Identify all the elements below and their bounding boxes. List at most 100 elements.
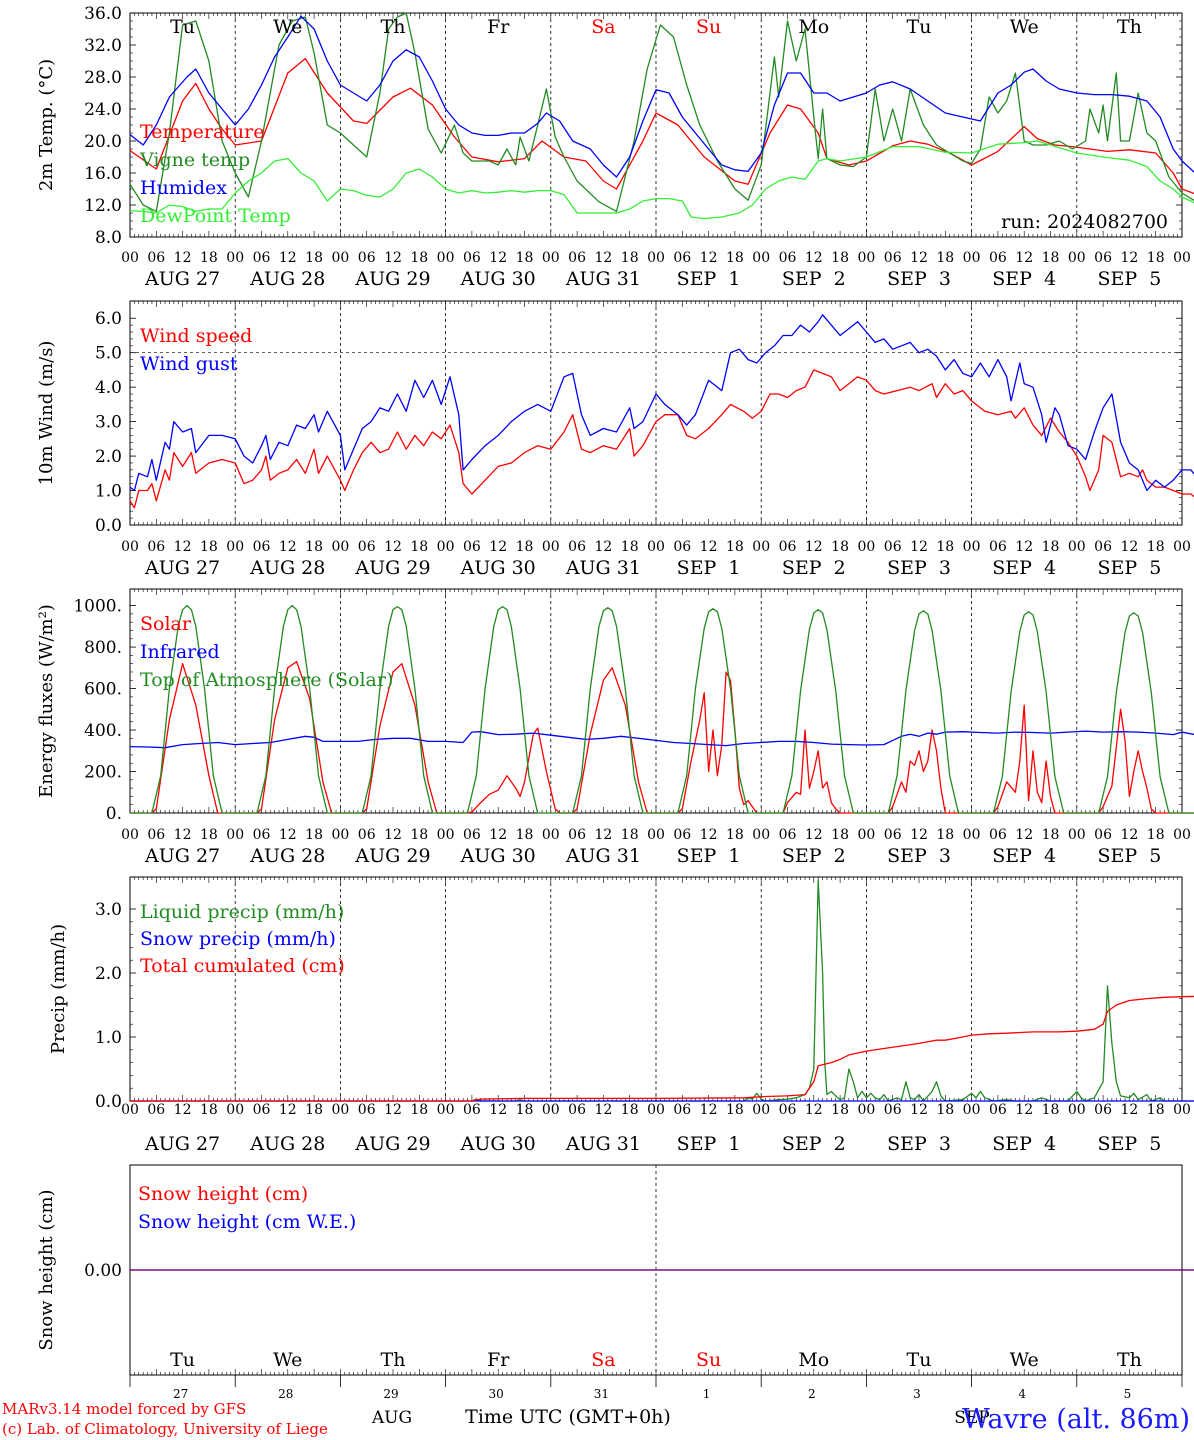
hour-tick-label: 12	[910, 250, 928, 266]
date-label: AUG 27	[144, 845, 220, 867]
date-label: SEP 1	[677, 268, 741, 290]
hour-tick-label: 12	[1015, 250, 1033, 266]
hour-tick-label: 00	[1173, 250, 1191, 266]
hour-tick-label: 18	[410, 1102, 428, 1118]
hour-tick-label: 06	[463, 1102, 481, 1118]
hour-tick-label: 00	[857, 539, 875, 555]
hour-tick-label: 06	[463, 250, 481, 266]
panel-1: 8.0 12.0 16.0 20.0 24.0 28.0 32.0 36.0 2m Temp. …	[36, 4, 1194, 290]
plot-frame	[129, 300, 1183, 526]
hour-tick-label: 06	[989, 250, 1007, 266]
legend-entry: Humidex	[140, 177, 227, 199]
hour-tick-label: 06	[884, 1102, 902, 1118]
hour-tick-label: 00	[963, 1102, 981, 1118]
hour-tick-label: 18	[516, 1102, 534, 1118]
month-label-aug: AUG	[371, 1408, 412, 1428]
day-name: Th	[1117, 16, 1142, 38]
hour-tick-label: 00	[857, 1102, 875, 1118]
hour-tick-label: 00	[963, 250, 981, 266]
hour-tick-label: 06	[568, 1102, 586, 1118]
date-label: SEP 3	[887, 1133, 951, 1155]
hour-tick-label: 00	[963, 827, 981, 843]
date-label: AUG 28	[249, 845, 325, 867]
series-line-wind-speed	[129, 369, 1194, 509]
hour-tick-label: 18	[621, 250, 639, 266]
hour-tick-label: 12	[279, 250, 297, 266]
series-line-top-of-atmosphere-solar	[130, 604, 1194, 814]
hour-tick-label: 18	[621, 827, 639, 843]
hour-tick-label: 12	[805, 539, 823, 555]
hour-tick-label: 18	[1147, 250, 1165, 266]
hour-tick-label: 12	[279, 1102, 297, 1118]
day-name: Tu	[907, 16, 932, 38]
hour-tick-label: 06	[673, 1102, 691, 1118]
y-tick-label: 2.0	[95, 964, 122, 984]
date-label: SEP 3	[887, 845, 951, 867]
hour-tick-label: 12	[700, 539, 718, 555]
hour-tick-label: 06	[673, 827, 691, 843]
hour-tick-label: 18	[936, 250, 954, 266]
day-name: Su	[696, 16, 721, 38]
hour-tick-label: 00	[226, 827, 244, 843]
hour-tick-label: 12	[1015, 1102, 1033, 1118]
date-label: SEP 4	[992, 557, 1056, 579]
series-line-infrared	[129, 730, 1194, 749]
hour-tick-label: 12	[384, 827, 402, 843]
hour-tick-label: 06	[253, 539, 271, 555]
hour-tick-label: 06	[673, 539, 691, 555]
series-line-total-cumulated-cm	[130, 995, 1194, 1102]
hour-tick-label: 00	[1068, 539, 1086, 555]
y-axis-label: Energy fluxes (W/m²)	[36, 604, 57, 798]
hour-tick-label: 18	[410, 250, 428, 266]
hour-tick-label: 00	[331, 539, 349, 555]
hour-tick-label: 00	[121, 539, 139, 555]
hour-tick-label: 00	[226, 1102, 244, 1118]
legend-entry: Liquid precip (mm/h)	[140, 901, 344, 923]
hour-tick-label: 00	[331, 827, 349, 843]
y-tick-label: 3.0	[95, 413, 122, 433]
date-label: SEP 1	[677, 845, 741, 867]
hour-tick-label: 00	[1173, 1102, 1191, 1118]
series-line-dewpoint-temp	[129, 140, 1194, 220]
hour-tick-label: 06	[147, 1102, 165, 1118]
hour-tick-label: 00	[542, 1102, 560, 1118]
hour-tick-label: 06	[779, 250, 797, 266]
hour-tick-label: 06	[884, 827, 902, 843]
hour-tick-label: 00	[752, 250, 770, 266]
credit-line-2: (c) Lab. of Climatology, University of L…	[2, 1420, 328, 1438]
hour-tick-label: 18	[621, 539, 639, 555]
hour-tick-label: 00	[331, 1102, 349, 1118]
date-label: AUG 31	[565, 845, 641, 867]
hour-tick-label: 18	[1042, 250, 1060, 266]
hour-tick-label: 06	[779, 539, 797, 555]
hour-tick-label: 18	[1147, 539, 1165, 555]
day-name: We	[1010, 1349, 1039, 1371]
hour-tick-label: 00	[752, 1102, 770, 1118]
y-tick-label: 600.	[84, 680, 122, 700]
hour-tick-label: 12	[384, 1102, 402, 1118]
hour-tick-label: 18	[516, 827, 534, 843]
hour-tick-label: 18	[410, 827, 428, 843]
hour-tick-label: 06	[884, 250, 902, 266]
legend-entry: Total cumulated (cm)	[140, 955, 345, 977]
day-number: 5	[1124, 1387, 1132, 1401]
y-tick-label: 1.0	[95, 482, 122, 502]
day-number: 30	[489, 1387, 504, 1401]
hour-tick-label: 18	[305, 539, 323, 555]
hour-tick-label: 06	[1094, 1102, 1112, 1118]
hour-tick-label: 06	[463, 539, 481, 555]
date-label: AUG 28	[249, 268, 325, 290]
hour-tick-label: 18	[831, 250, 849, 266]
hour-tick-label: 06	[358, 250, 376, 266]
date-label: SEP 5	[1097, 268, 1161, 290]
y-tick-label: 24.0	[84, 100, 122, 120]
hour-tick-label: 06	[253, 250, 271, 266]
date-label: SEP 4	[992, 268, 1056, 290]
footer: MARv3.14 model forced by GFS (c) Lab. of…	[2, 1400, 1190, 1438]
hour-tick-label: 12	[279, 827, 297, 843]
date-label: AUG 27	[144, 1133, 220, 1155]
date-label: SEP 4	[992, 845, 1056, 867]
hour-tick-label: 18	[726, 827, 744, 843]
hour-tick-label: 18	[1147, 827, 1165, 843]
day-number: 27	[173, 1387, 188, 1401]
